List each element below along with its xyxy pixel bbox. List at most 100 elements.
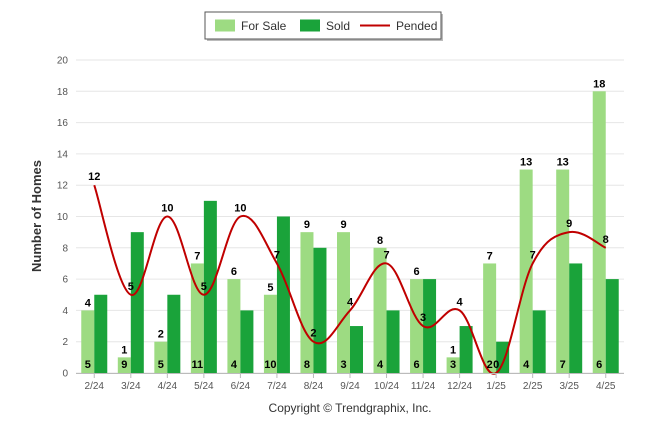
bar-sold-4-25 <box>605 279 619 373</box>
label-pended-2-25: 7 <box>530 249 536 261</box>
y-axis: 0 2 4 6 8 10 12 14 16 18 20 <box>57 56 69 380</box>
bar-for-sale-4-25 <box>592 91 606 374</box>
label-for-sale-2-24: 4 <box>85 297 92 309</box>
x-tick-label: 7/24 <box>267 381 287 392</box>
label-for-sale-4-25: 18 <box>593 78 605 90</box>
label-pended-9-24: 4 <box>347 296 354 308</box>
label-for-sale-11-24: 6 <box>414 266 420 278</box>
bar-for-sale-8-24 <box>300 232 314 373</box>
bar-sold-11-24 <box>423 279 437 373</box>
label-sold-4-25: 6 <box>596 359 602 371</box>
label-for-sale-4-24: 2 <box>158 329 164 341</box>
x-tick-label: 5/24 <box>194 381 214 392</box>
bar-sold-5-24 <box>203 200 217 373</box>
data-labels: 4519257116451098938466137213413718612510… <box>85 78 609 371</box>
y-tick-label: 12 <box>57 181 69 192</box>
y-tick-label: 4 <box>62 306 68 317</box>
bar-for-sale-7-24 <box>263 294 277 373</box>
label-pended-11-24: 3 <box>420 312 426 324</box>
bar-for-sale-3-24 <box>117 357 131 373</box>
label-pended-1-25: 0 <box>493 359 499 371</box>
bar-for-sale-10-24 <box>373 247 387 373</box>
legend-label-sold: Sold <box>326 19 350 33</box>
y-tick-label: 16 <box>57 118 69 129</box>
label-for-sale-3-24: 1 <box>121 344 127 356</box>
bar-for-sale-5-24 <box>190 263 204 373</box>
label-sold-2-25: 4 <box>523 359 530 371</box>
bar-for-sale-3-25 <box>556 169 570 373</box>
y-axis-title: Number of Homes <box>29 160 44 272</box>
label-for-sale-5-24: 7 <box>194 250 200 262</box>
y-tick-label: 18 <box>57 87 69 98</box>
y-tick-label: 6 <box>62 275 68 286</box>
x-tick-label: 6/24 <box>231 381 251 392</box>
bar-sold-3-24 <box>130 232 144 373</box>
label-for-sale-12-24: 1 <box>450 344 456 356</box>
bar-sold-7-24 <box>276 216 290 373</box>
y-tick-label: 20 <box>57 56 69 67</box>
bar-for-sale-11-24 <box>410 279 424 373</box>
label-sold-2-24: 5 <box>85 359 91 371</box>
label-sold-10-24: 4 <box>377 359 384 371</box>
x-tick-label: 2/25 <box>523 381 543 392</box>
pended-line-layer <box>93 184 607 375</box>
label-sold-5-24: 11 <box>192 359 204 371</box>
bar-for-sale-6-24 <box>227 279 241 373</box>
bar-sold-4-24 <box>167 294 181 373</box>
bar-sold-10-24 <box>386 310 400 373</box>
legend-label-for-sale: For Sale <box>241 19 287 33</box>
label-sold-4-24: 5 <box>158 359 164 371</box>
bar-sold-12-24 <box>459 326 473 373</box>
copyright-footer: Copyright © Trendgraphix, Inc. <box>269 401 432 415</box>
label-pended-3-25: 9 <box>566 218 572 230</box>
bar-for-sale-2-24 <box>81 310 95 373</box>
label-sold-12-24: 3 <box>450 359 456 371</box>
y-tick-label: 0 <box>62 369 68 380</box>
x-tick-label: 9/24 <box>340 381 360 392</box>
label-sold-3-25: 7 <box>560 359 566 371</box>
label-pended-8-24: 2 <box>310 328 316 340</box>
x-tick-label: 8/24 <box>304 381 324 392</box>
label-for-sale-10-24: 8 <box>377 235 383 247</box>
label-sold-3-24: 9 <box>121 359 127 371</box>
y-tick-label: 10 <box>57 212 69 223</box>
label-sold-6-24: 4 <box>231 359 238 371</box>
label-pended-2-24: 12 <box>88 171 100 183</box>
legend: For Sale Sold Pended <box>204 11 443 41</box>
y-tick-label: 14 <box>57 149 69 160</box>
legend-swatch-sold <box>300 19 320 32</box>
bar-sold-2-25 <box>532 310 546 373</box>
label-sold-9-24: 3 <box>340 359 346 371</box>
bar-sold-2-24 <box>94 294 108 373</box>
y-tick-label: 8 <box>62 243 68 254</box>
label-for-sale-1-25: 7 <box>487 250 493 262</box>
y-tick-label: 2 <box>62 337 68 348</box>
label-sold-8-24: 8 <box>304 359 310 371</box>
bar-for-sale-1-25 <box>483 263 497 373</box>
pended-line <box>93 184 607 375</box>
x-tick-label: 11/24 <box>411 381 436 392</box>
label-pended-10-24: 7 <box>383 249 389 261</box>
x-tick-label: 1/25 <box>486 381 506 392</box>
x-tick-label: 4/25 <box>596 381 616 392</box>
bar-sold-1-25 <box>496 341 510 373</box>
x-tick-label: 10/24 <box>374 381 399 392</box>
label-sold-1-25: 2 <box>487 359 493 371</box>
label-for-sale-3-25: 13 <box>557 157 569 169</box>
x-tick-label: 12/24 <box>447 381 472 392</box>
legend-box <box>204 11 442 40</box>
bar-sold-6-24 <box>240 310 254 373</box>
label-pended-12-24: 4 <box>457 296 464 308</box>
bar-sold-9-24 <box>350 326 363 373</box>
x-tick-label: 3/24 <box>121 381 141 392</box>
label-sold-7-24: 10 <box>264 359 276 371</box>
bar-sold-8-24 <box>313 247 327 373</box>
legend-label-pended: Pended <box>396 19 437 33</box>
label-sold-11-24: 6 <box>414 359 420 371</box>
label-for-sale-8-24: 9 <box>304 219 310 231</box>
label-pended-5-24: 5 <box>201 281 207 293</box>
label-for-sale-9-24: 9 <box>340 219 346 231</box>
x-tick-label: 4/24 <box>158 381 178 392</box>
